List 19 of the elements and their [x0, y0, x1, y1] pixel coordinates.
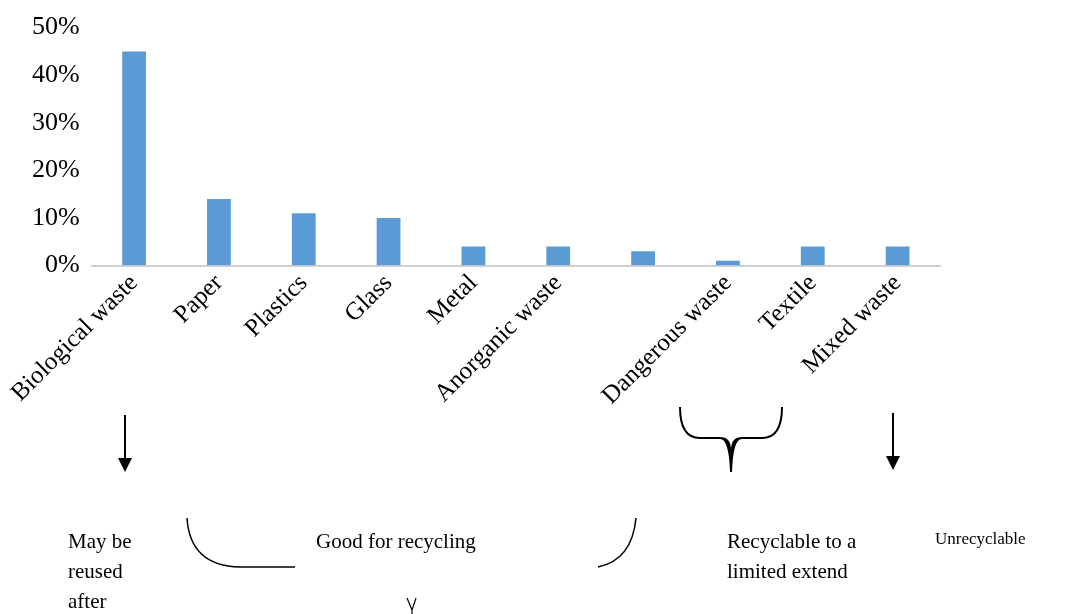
bar	[546, 246, 571, 266]
bar	[885, 246, 910, 266]
text: Unrecyclable	[935, 528, 1027, 550]
bar	[800, 246, 825, 266]
y-tick-label: 40%	[31, 59, 80, 89]
text: Recyclable to a limited extend	[727, 528, 858, 585]
y-tick-label: 10%	[31, 201, 80, 231]
bar	[631, 251, 655, 266]
text: May be reused after	[68, 528, 133, 614]
bar	[122, 51, 146, 266]
text: Good for recycling	[316, 528, 477, 555]
bar	[291, 213, 316, 266]
y-tick-label: 30%	[31, 106, 80, 136]
y-tick-label: 0%	[44, 249, 80, 279]
bar	[461, 246, 486, 266]
bar	[207, 198, 231, 266]
bar	[376, 217, 401, 266]
y-tick-label: 50%	[31, 11, 80, 41]
y-tick-label: 20%	[31, 154, 80, 184]
